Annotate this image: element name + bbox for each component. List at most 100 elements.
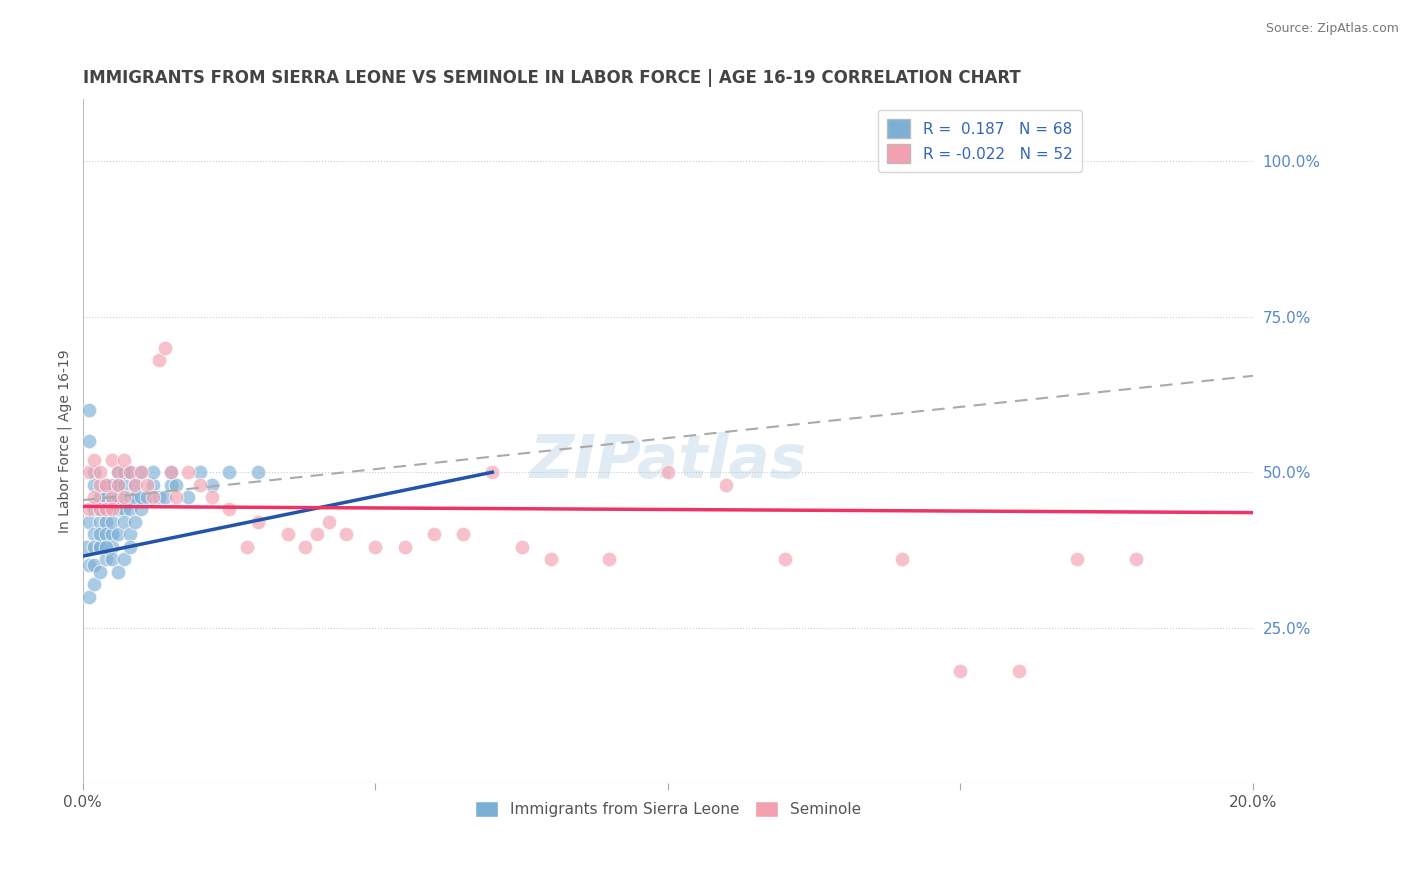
Point xyxy=(77,590,100,604)
Point xyxy=(77,515,100,529)
Point xyxy=(124,515,146,529)
Point xyxy=(247,465,270,479)
Point xyxy=(451,527,474,541)
Point xyxy=(89,527,111,541)
Point xyxy=(335,527,357,541)
Point xyxy=(118,465,141,479)
Point xyxy=(77,434,100,449)
Point xyxy=(107,565,129,579)
Point xyxy=(89,502,111,516)
Point xyxy=(96,477,118,491)
Point xyxy=(83,540,105,554)
Point xyxy=(657,465,679,479)
Point xyxy=(83,577,105,591)
Point xyxy=(96,540,118,554)
Point xyxy=(83,558,105,573)
Point xyxy=(96,527,118,541)
Point xyxy=(142,477,165,491)
Point xyxy=(159,465,181,479)
Point xyxy=(142,465,165,479)
Point xyxy=(118,465,141,479)
Point xyxy=(112,515,135,529)
Point xyxy=(101,452,124,467)
Point xyxy=(89,465,111,479)
Point xyxy=(129,502,152,516)
Point xyxy=(394,540,416,554)
Point xyxy=(124,490,146,504)
Point xyxy=(218,502,240,516)
Point xyxy=(165,490,187,504)
Point xyxy=(598,552,620,566)
Point xyxy=(949,664,972,678)
Point xyxy=(118,540,141,554)
Point xyxy=(118,502,141,516)
Point xyxy=(200,477,222,491)
Point xyxy=(101,552,124,566)
Point xyxy=(136,477,159,491)
Point xyxy=(364,540,387,554)
Point xyxy=(83,477,105,491)
Point xyxy=(112,452,135,467)
Point xyxy=(101,496,124,510)
Point xyxy=(101,527,124,541)
Point xyxy=(77,465,100,479)
Y-axis label: In Labor Force | Age 16-19: In Labor Force | Age 16-19 xyxy=(58,350,72,533)
Point xyxy=(1008,664,1031,678)
Point xyxy=(177,465,200,479)
Point xyxy=(112,552,135,566)
Point xyxy=(89,477,111,491)
Point xyxy=(75,540,97,554)
Point xyxy=(165,477,187,491)
Point xyxy=(218,465,240,479)
Point xyxy=(153,341,176,355)
Point xyxy=(129,465,152,479)
Point xyxy=(77,558,100,573)
Point xyxy=(247,515,270,529)
Point xyxy=(510,540,533,554)
Point xyxy=(96,502,118,516)
Point xyxy=(107,502,129,516)
Text: ZIPatlas: ZIPatlas xyxy=(529,432,807,491)
Point xyxy=(305,527,328,541)
Point xyxy=(101,490,124,504)
Point xyxy=(83,490,105,504)
Point xyxy=(107,527,129,541)
Point xyxy=(89,565,111,579)
Point xyxy=(77,403,100,417)
Point xyxy=(318,515,340,529)
Point xyxy=(96,477,118,491)
Point xyxy=(101,540,124,554)
Point xyxy=(142,490,165,504)
Point xyxy=(188,465,211,479)
Point xyxy=(89,515,111,529)
Point xyxy=(112,465,135,479)
Point xyxy=(96,502,118,516)
Point xyxy=(481,465,503,479)
Point xyxy=(148,490,170,504)
Point xyxy=(200,490,222,504)
Text: Source: ZipAtlas.com: Source: ZipAtlas.com xyxy=(1265,22,1399,36)
Point xyxy=(129,490,152,504)
Point xyxy=(540,552,562,566)
Point xyxy=(101,477,124,491)
Text: IMMIGRANTS FROM SIERRA LEONE VS SEMINOLE IN LABOR FORCE | AGE 16-19 CORRELATION : IMMIGRANTS FROM SIERRA LEONE VS SEMINOLE… xyxy=(83,69,1021,87)
Point xyxy=(77,502,100,516)
Point xyxy=(107,477,129,491)
Point xyxy=(89,540,111,554)
Point xyxy=(107,465,129,479)
Point xyxy=(159,465,181,479)
Point xyxy=(153,490,176,504)
Point xyxy=(96,515,118,529)
Point xyxy=(136,490,159,504)
Point xyxy=(83,502,105,516)
Point xyxy=(112,502,135,516)
Point xyxy=(96,552,118,566)
Point xyxy=(129,465,152,479)
Point xyxy=(83,465,105,479)
Point xyxy=(188,477,211,491)
Point xyxy=(101,515,124,529)
Point xyxy=(1125,552,1147,566)
Point xyxy=(118,490,141,504)
Point xyxy=(277,527,299,541)
Point xyxy=(101,502,124,516)
